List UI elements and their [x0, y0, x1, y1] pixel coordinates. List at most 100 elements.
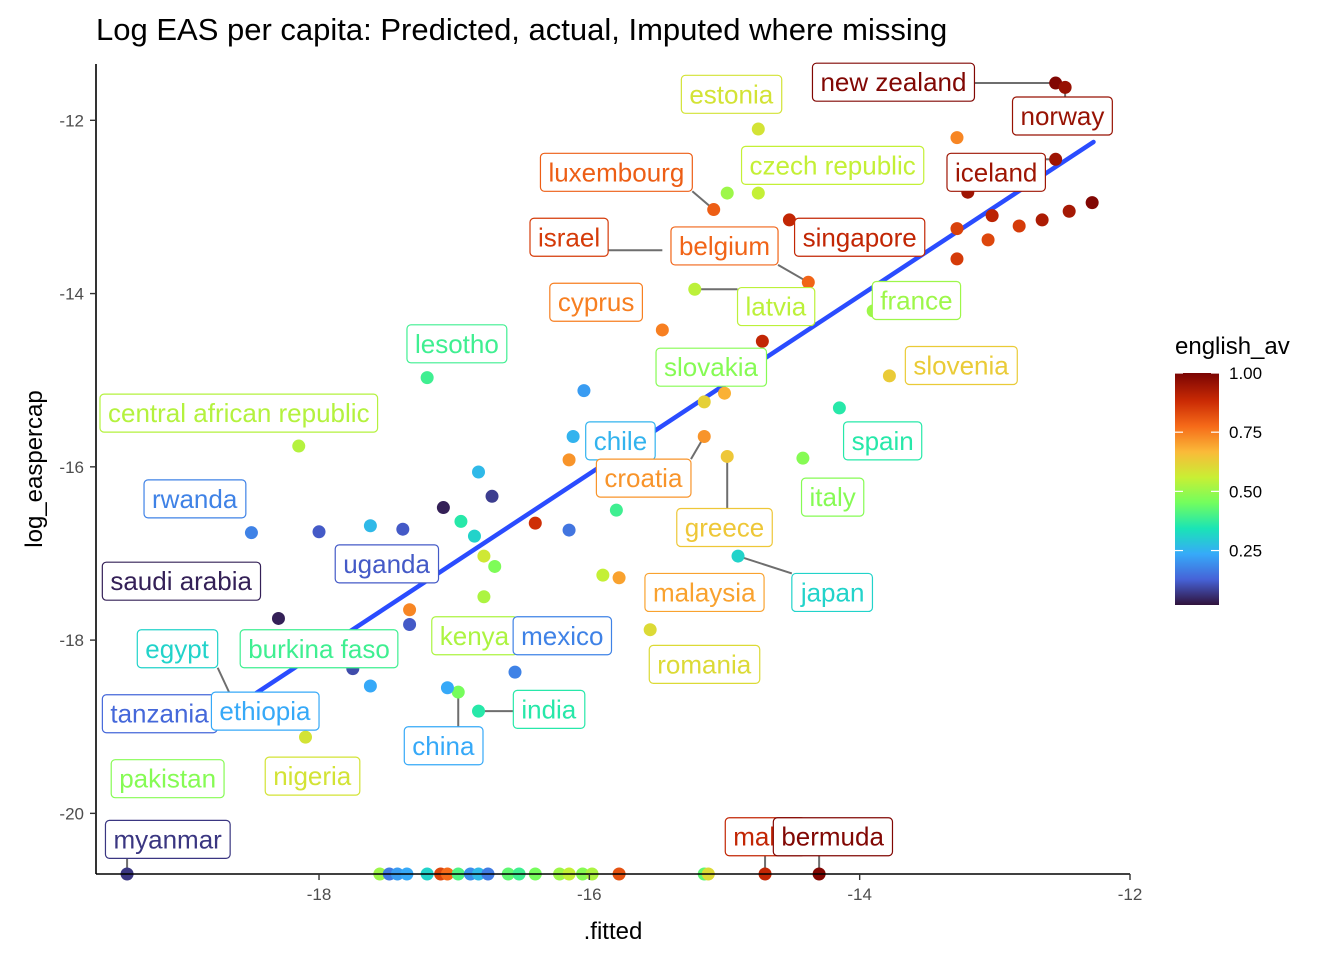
point-label-text: slovenia [913, 350, 1009, 380]
point-label: singapore [793, 217, 926, 257]
point-label-box [110, 759, 225, 799]
chart-title: Log EAS per capita: Predicted, actual, I… [96, 12, 947, 47]
point-label: israel [529, 217, 609, 257]
point-label: luxembourg [539, 152, 693, 192]
data-point [363, 519, 377, 533]
fit-line [238, 139, 1096, 706]
point-label: bermuda [772, 817, 894, 857]
point-label: rwanda [143, 479, 247, 519]
data-point [271, 611, 285, 625]
point-label-text: greece [685, 512, 765, 542]
data-point [467, 529, 481, 543]
point-label-box [136, 629, 219, 669]
point-label: belgium [670, 226, 779, 266]
data-point [528, 516, 542, 530]
point-label: czech republic [740, 145, 925, 185]
data-point [1058, 80, 1072, 94]
point-label: pakistan [110, 759, 225, 799]
point-label: slovakia [655, 347, 768, 387]
point-label-box [904, 345, 1018, 386]
legend-colorbar [1175, 373, 1219, 605]
data-point [244, 526, 258, 540]
data-point [612, 571, 626, 585]
point-label-box [529, 217, 609, 257]
point-label-box [871, 280, 962, 321]
point-label-box [403, 726, 484, 766]
point-label-box [264, 756, 361, 796]
data-point [1062, 204, 1076, 218]
point-label: china [403, 726, 484, 766]
data-point [1035, 213, 1049, 227]
point-label-box [946, 152, 1046, 192]
point-label-text: slovakia [664, 352, 758, 382]
data-point [751, 122, 765, 136]
fit-line-layer [238, 139, 1096, 706]
data-point [292, 439, 306, 453]
point-label: greece [676, 507, 773, 548]
data-point [485, 489, 499, 503]
point-label-text: kenya [440, 621, 510, 651]
data-point [420, 371, 434, 385]
point-label-text: burkina faso [248, 634, 390, 664]
point-label-box [334, 544, 440, 584]
point-label-box [740, 145, 925, 185]
data-point [950, 222, 964, 236]
data-point [1085, 196, 1099, 210]
point-label-text: czech republic [750, 150, 916, 180]
y-tick-label: -18 [59, 631, 84, 650]
point-label: central african republic [99, 393, 379, 433]
legend-tick-label: 1.00 [1229, 364, 1262, 383]
x-tick-label: -12 [1118, 885, 1143, 904]
data-point [596, 568, 610, 582]
data-point [472, 465, 486, 479]
point-label-box [595, 458, 692, 498]
x-axis-ticks: -18 -16 -14 -12 [307, 874, 1143, 904]
point-label-box [670, 226, 779, 266]
point-label-text: iceland [955, 157, 1037, 187]
y-tick-label: -12 [59, 111, 84, 130]
point-label-box [644, 572, 765, 613]
data-point [720, 449, 734, 463]
point-label-text: croatia [604, 463, 683, 493]
point-label-text: luxembourg [548, 157, 684, 187]
point-label-text: singapore [803, 222, 917, 252]
point-label: saudi arabia [101, 561, 262, 601]
point-label: tanzania [101, 694, 218, 734]
point-label: croatia [595, 458, 692, 498]
x-tick-label: -14 [847, 885, 872, 904]
data-point [454, 514, 468, 528]
point-label-box [239, 629, 399, 669]
point-label-box [680, 74, 783, 114]
data-point [477, 590, 491, 604]
point-label: burkina faso [239, 629, 399, 669]
point-label-text: bermuda [781, 822, 884, 852]
data-point [403, 618, 417, 632]
point-label: malaysia [644, 572, 765, 613]
point-label: romania [648, 644, 761, 684]
point-label-text: myanmar [113, 824, 222, 854]
data-point [312, 525, 326, 539]
point-label: italy [800, 477, 865, 517]
data-point [508, 665, 522, 679]
data-point [299, 730, 313, 744]
data-point [643, 623, 657, 637]
point-label-box [655, 347, 768, 387]
point-label: myanmar [104, 819, 231, 859]
point-label: japan [791, 572, 874, 613]
point-label-text: tanzania [110, 699, 209, 729]
data-point [697, 395, 711, 409]
point-label: ethiopia [210, 691, 320, 731]
point-label-text: nigeria [273, 761, 352, 791]
point-label-text: latvia [746, 292, 807, 322]
data-point [363, 679, 377, 693]
plot-area: new zealand norway estonia iceland czech rep… [99, 62, 1113, 881]
point-label-box [210, 691, 320, 731]
data-point [577, 384, 591, 398]
data-point [697, 430, 711, 444]
x-tick-label: -16 [577, 885, 602, 904]
point-label-box [800, 477, 865, 517]
data-point [472, 704, 486, 718]
y-tick-label: -16 [59, 458, 84, 477]
point-label-text: cyprus [558, 287, 635, 317]
data-point [1049, 152, 1063, 166]
